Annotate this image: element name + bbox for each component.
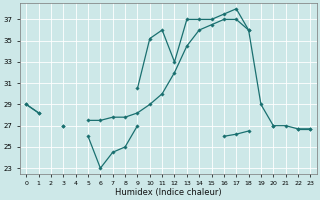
X-axis label: Humidex (Indice chaleur): Humidex (Indice chaleur) — [115, 188, 222, 197]
